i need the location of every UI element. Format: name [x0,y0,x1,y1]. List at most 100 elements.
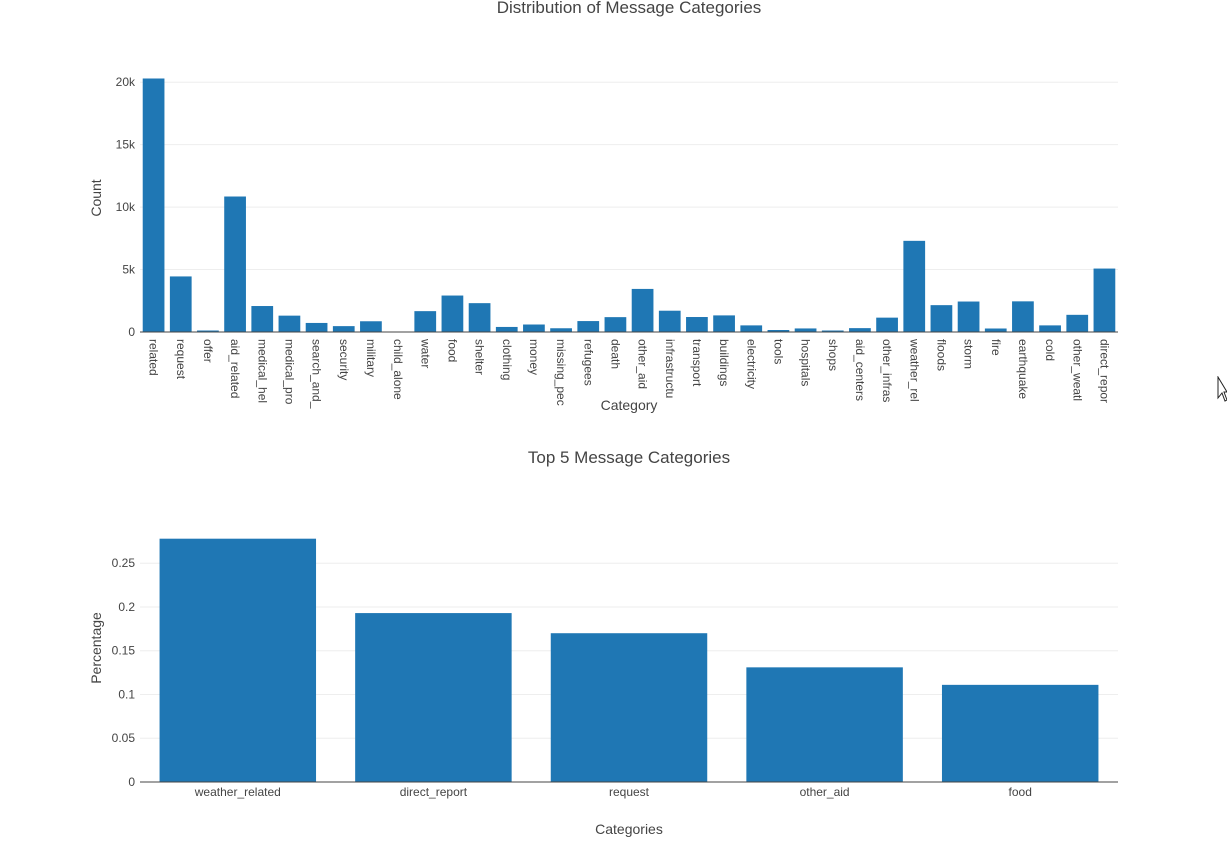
bar-search-and-[interactable] [305,322,328,332]
x-tick-label: refugees [581,339,595,386]
bar-clothing[interactable] [495,326,518,332]
bar-earthquake[interactable] [1012,301,1034,332]
x-tick-label: tools [771,339,785,364]
bar-security[interactable] [332,326,355,332]
bar-floods[interactable] [930,305,953,332]
x-tick-label: other_infras [880,339,894,402]
bar-direct-report[interactable] [355,613,512,782]
x-axis-label: Categories [595,821,663,837]
bar-medical-hel[interactable] [251,306,274,332]
y-tick-label: 0.05 [112,731,136,745]
bar-storm[interactable] [957,301,980,332]
bar-shops[interactable] [821,330,844,332]
bar-request[interactable] [550,633,708,782]
y-axis-label: Percentage [88,612,104,684]
bar-military[interactable] [360,321,382,332]
x-tick-label: request [174,339,188,380]
x-tick-label: hospitals [799,339,813,386]
x-tick-label: related [147,339,161,376]
x-tick-label: water [418,338,432,368]
x-tick-label: offer [201,339,215,363]
bar-missing-pec[interactable] [550,328,572,332]
x-tick-label: medical_pro [282,339,296,405]
x-tick-label: money [527,339,541,375]
y-tick-label: 5k [122,263,136,277]
bar-weather-rel[interactable] [903,240,926,332]
x-tick-label: aid_centers [853,339,867,401]
chart-title: Top 5 Message Categories [528,448,730,467]
bar-buildings[interactable] [713,315,735,332]
y-tick-label: 0.2 [118,600,135,614]
bar-direct-repor[interactable] [1093,268,1116,332]
bar-water[interactable] [414,311,437,332]
bar-weather-related[interactable] [159,538,317,782]
bar-money[interactable] [523,324,545,332]
x-axis-label: Category [601,397,658,413]
y-axis-label: Count [88,179,104,216]
x-tick-label: other_weatl [1070,339,1084,401]
x-tick-label: search_and_ [310,339,324,409]
x-tick-label: child_alone [391,339,405,400]
x-tick-label: direct_repor [1097,339,1111,403]
bar-offer[interactable] [197,330,219,332]
bar-fire[interactable] [984,328,1007,332]
bar-death[interactable] [604,317,627,332]
x-tick-label: transport [690,339,704,387]
bar-refugees[interactable] [577,321,600,332]
bar-transport[interactable] [686,317,708,332]
x-tick-label: cold [1043,339,1057,361]
x-tick-label: infrastructu [663,339,677,398]
bar-other-weatl[interactable] [1066,314,1089,332]
y-tick-label: 0 [128,775,135,789]
y-tick-label: 0.15 [112,644,136,658]
y-tick-label: 0.25 [112,556,136,570]
bar-other-infras[interactable] [876,317,898,332]
x-tick-label: other_aid [636,339,650,389]
bar-other-aid[interactable] [631,288,654,332]
x-tick-label: missing_pec [554,339,568,406]
x-tick-label: food [445,339,459,362]
bar-food[interactable] [441,295,464,332]
bar-cold[interactable] [1039,325,1061,332]
y-tick-label: 10k [116,200,136,214]
x-tick-label: weather_rel [907,338,921,402]
x-tick-label: security [337,339,351,380]
x-tick-label: food [1009,785,1032,799]
x-tick-label: shelter [473,339,487,375]
x-tick-label: fire [989,339,1003,356]
bar-hospitals[interactable] [794,328,817,332]
y-tick-label: 0 [128,325,135,339]
bar-tools[interactable] [767,330,790,332]
x-tick-label: death [608,339,622,369]
bar-other-aid[interactable] [746,667,903,782]
bar-infrastructu[interactable] [658,310,681,332]
top5-categories-chart: Top 5 Message Categories 0 0.05 0.1 0.15 0.2… [88,448,1118,837]
y-tick-label: 20k [116,75,136,89]
bar-medical-pro[interactable] [278,315,301,332]
bar-electricity[interactable] [740,325,763,332]
bar-aid-centers[interactable] [849,328,871,332]
bar-shelter[interactable] [468,303,491,332]
x-tick-label: shops [826,339,840,371]
x-tick-label: storm [962,339,976,369]
x-tick-label: other_aid [800,785,850,799]
x-tick-label: electricity [744,339,758,389]
category-distribution-chart: Distribution of Message Categories 0 5k 10… [88,0,1118,413]
y-tick-label: 0.1 [118,687,135,701]
x-tick-label: medical_hel [255,339,269,403]
bar-request[interactable] [169,276,192,332]
x-tick-label: floods [934,339,948,371]
chart-title: Distribution of Message Categories [497,0,762,17]
bar-related[interactable] [142,78,165,332]
x-tick-label: buildings [717,339,731,386]
y-tick-label: 15k [116,138,136,152]
x-tick-label: request [609,785,650,799]
bar-aid-related[interactable] [224,196,246,332]
x-tick-label: direct_report [400,785,468,799]
x-tick-label: military [364,339,378,377]
bar-food[interactable] [941,684,1099,782]
x-tick-label: aid_related [228,339,242,398]
x-tick-label: weather_related [194,785,281,799]
x-tick-label: clothing [500,339,514,380]
